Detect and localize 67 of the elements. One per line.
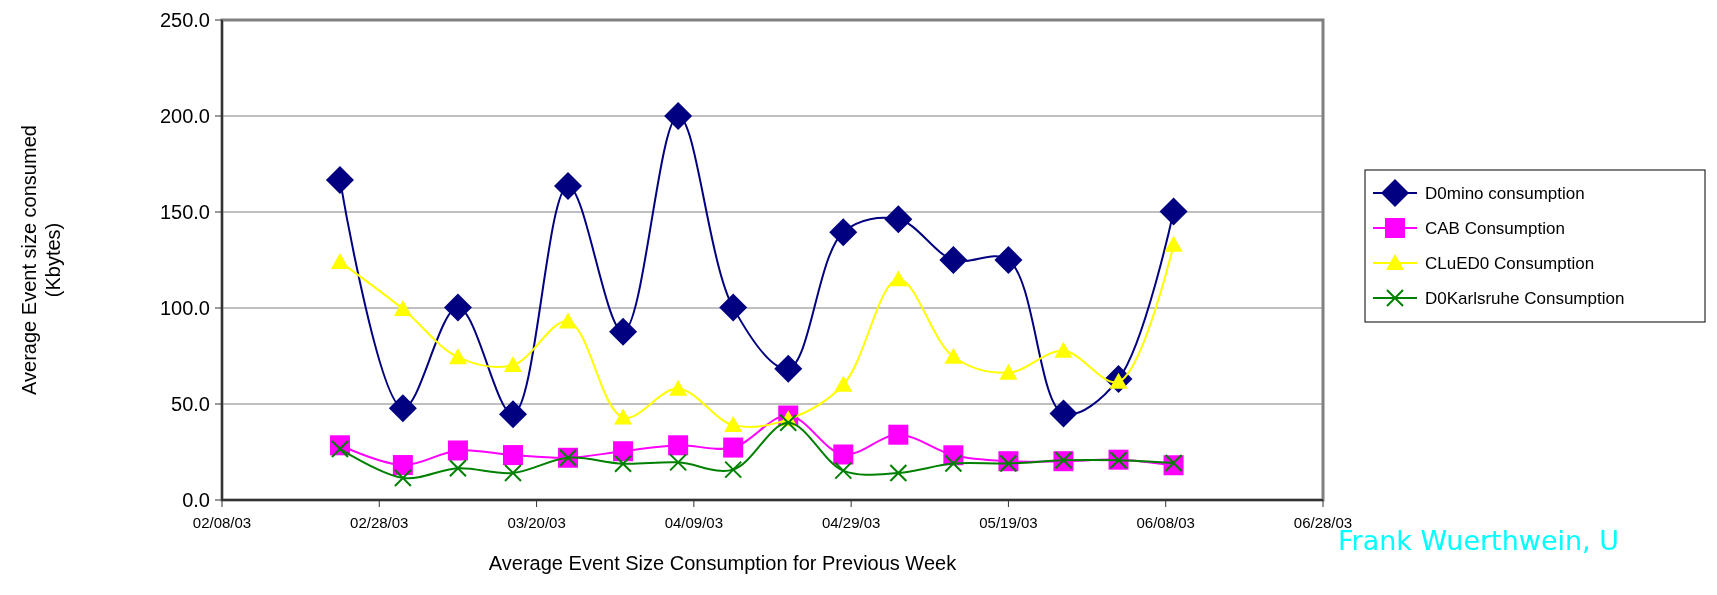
x-tick-label: 04/09/03 xyxy=(664,514,724,531)
point xyxy=(779,413,798,432)
x-tick-label: 05/19/03 xyxy=(979,514,1038,531)
point xyxy=(393,299,412,316)
legend-label: CLuED0 Consumption xyxy=(1425,253,1595,273)
legend-label: CAB Consumption xyxy=(1425,218,1565,238)
point xyxy=(994,246,1023,274)
x-tick-label: 04/29/03 xyxy=(821,514,881,531)
point xyxy=(724,416,743,433)
point xyxy=(614,408,633,425)
point xyxy=(833,444,854,465)
y-axis-title: Average Event size consumed (Kbytes) xyxy=(18,125,64,395)
point xyxy=(330,252,349,269)
point xyxy=(889,463,908,482)
point xyxy=(614,454,633,473)
point xyxy=(443,293,472,322)
point xyxy=(664,102,693,130)
point xyxy=(669,379,688,396)
point xyxy=(613,441,634,462)
point xyxy=(448,348,467,365)
y-tick-label: 200.0 xyxy=(159,105,210,127)
point xyxy=(392,455,413,476)
x-tick-label: 02/08/03 xyxy=(192,514,252,531)
point xyxy=(1054,341,1073,358)
point xyxy=(502,445,523,466)
point xyxy=(447,440,468,461)
x-tick-label: 03/20/03 xyxy=(507,514,566,531)
point xyxy=(939,246,968,274)
x-tick-label: 06/08/03 xyxy=(1136,514,1195,531)
point xyxy=(1159,197,1188,226)
point xyxy=(723,437,744,458)
point xyxy=(609,317,638,346)
point xyxy=(834,461,853,480)
point xyxy=(388,394,417,423)
point xyxy=(834,375,853,392)
point xyxy=(668,435,689,456)
point xyxy=(325,165,354,194)
y-tick-label: 50.0 xyxy=(171,393,210,415)
y-tick-label: 250.0 xyxy=(159,9,210,31)
point xyxy=(889,270,908,287)
point xyxy=(669,453,688,472)
point xyxy=(884,205,913,234)
point xyxy=(503,356,522,373)
y-tick-label: 100.0 xyxy=(159,297,210,319)
point xyxy=(503,463,522,482)
legend-label: D0mino consumption xyxy=(1425,183,1585,203)
point xyxy=(829,218,858,247)
point xyxy=(888,424,909,445)
x-tick-label: 06/28/03 xyxy=(1293,514,1353,531)
point xyxy=(724,460,743,479)
x-axis-title: Average Event Size Consumption for Previous Week xyxy=(488,552,958,574)
point xyxy=(448,459,467,478)
y-tick-label: 0.0 xyxy=(182,489,210,511)
point xyxy=(559,312,578,329)
point xyxy=(498,400,527,429)
point xyxy=(944,454,963,473)
y-tick-label: 150.0 xyxy=(159,201,210,223)
point xyxy=(774,354,803,383)
legend-label: D0Karlsruhe Consumption xyxy=(1425,288,1625,308)
x-tick-label: 02/28/03 xyxy=(350,514,409,531)
point xyxy=(999,363,1018,380)
point xyxy=(393,468,412,487)
point xyxy=(554,171,583,200)
point xyxy=(719,293,748,322)
point xyxy=(944,347,963,364)
point xyxy=(1049,399,1078,428)
point xyxy=(1164,235,1183,252)
